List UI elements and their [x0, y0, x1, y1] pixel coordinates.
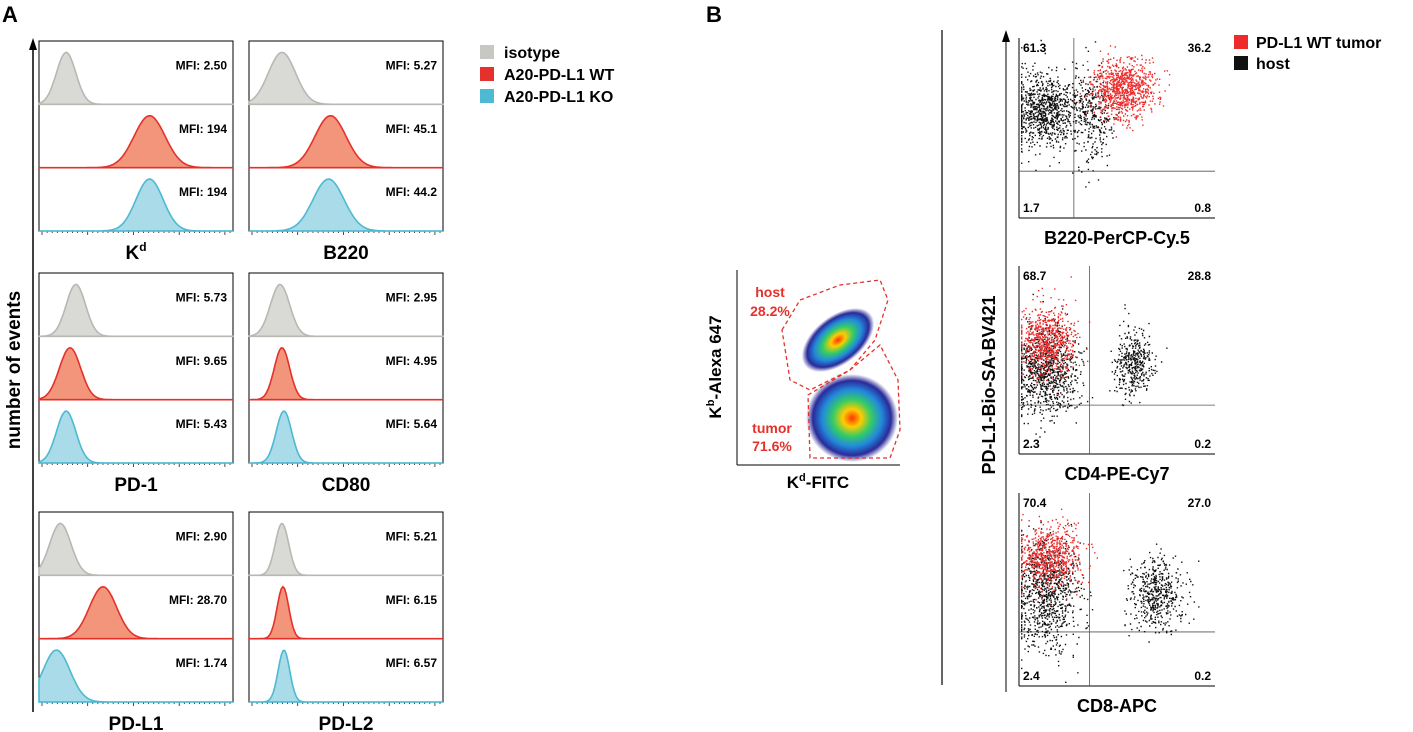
- tumor-gate-name: tumor: [752, 420, 792, 436]
- legend-label-wt: A20-PD-L1 WT: [504, 67, 614, 84]
- histogram-x-label: Kd: [125, 240, 146, 264]
- host-event-dots: [1109, 304, 1168, 407]
- quadrant-percent-lower-left: 1.7: [1023, 201, 1040, 215]
- mfi-label: MFI: 5.21: [386, 530, 438, 544]
- tumor-event-dots: [1021, 508, 1098, 607]
- mfi-label: MFI: 2.90: [176, 530, 228, 544]
- mfi-label: MFI: 2.95: [386, 291, 438, 305]
- quadrant-percent-upper-left: 70.4: [1023, 496, 1047, 510]
- quadrant-percent-upper-right: 36.2: [1188, 41, 1212, 55]
- legend-swatch-isotype-icon: [480, 45, 494, 59]
- tumor-event-dots: [1072, 45, 1171, 138]
- mfi-label: MFI: 45.1: [386, 122, 438, 136]
- panel-b-shared-y-label: PD-L1-Bio-SA-BV421: [979, 295, 999, 474]
- quadrant-plots: 61.3 36.2 1.7 0.8 B220-PerCP-Cy.5 68.7 28.8 2.3…: [1018, 38, 1215, 716]
- histogram-panel: MFI: 2.50 MFI: 194 MFI: 194 Kd: [38, 40, 234, 264]
- host-gate-percent: 28.2%: [750, 303, 790, 319]
- mfi-label: MFI: 5.43: [176, 417, 228, 431]
- quadrant-percent-lower-left: 2.4: [1023, 669, 1040, 683]
- panel-a-y-label: number of events: [4, 291, 25, 449]
- mfi-label: MFI: 5.64: [386, 417, 438, 431]
- host-event-dots: [1123, 543, 1200, 643]
- gating-plot: host 28.2% tumor 71.6% Kd-FITC Kb-Alexa …: [705, 270, 901, 492]
- histogram-x-label: PD-1: [114, 475, 158, 496]
- scatter-x-label: CD8-APC: [1077, 696, 1157, 716]
- host-event-dots: [1021, 39, 1115, 171]
- panel-b-label: B: [706, 2, 722, 27]
- legend-swatch-wt-icon: [480, 67, 494, 81]
- panel-b-legend: PD-L1 WT tumor host: [1234, 35, 1381, 73]
- quadrant-percent-lower-right: 0.2: [1194, 669, 1211, 683]
- panel-a-legend: isotype A20-PD-L1 WT A20-PD-L1 KO: [480, 45, 614, 106]
- legend-swatch-ko-icon: [480, 89, 494, 103]
- histogram-x-label: PD-L2: [319, 714, 374, 732]
- quadrant-percent-upper-right: 27.0: [1188, 496, 1212, 510]
- quadrant-scatter-panel: 68.7 28.8 2.3 0.2 CD4-PE-Cy7: [1018, 266, 1215, 484]
- host-gate: [781, 279, 889, 391]
- mfi-label: MFI: 5.73: [176, 291, 228, 305]
- legend-label-ko: A20-PD-L1 KO: [504, 89, 613, 106]
- legend-label-isotype: isotype: [504, 45, 560, 62]
- mfi-label: MFI: 2.50: [176, 59, 228, 73]
- mfi-label: MFI: 5.27: [386, 59, 438, 73]
- gate-plot-y-label: Kb-Alexa 647: [705, 315, 725, 418]
- legend-swatch-tumor-icon: [1234, 35, 1248, 49]
- mfi-label: MFI: 6.57: [386, 656, 438, 670]
- mfi-label: MFI: 9.65: [176, 354, 228, 368]
- host-event-dots: [1021, 293, 1094, 438]
- mfi-label: MFI: 6.15: [386, 593, 438, 607]
- quadrant-percent-upper-left: 61.3: [1023, 41, 1047, 55]
- quadrant-percent-lower-right: 0.8: [1194, 201, 1211, 215]
- mfi-label: MFI: 1.74: [176, 656, 228, 670]
- mfi-label: MFI: 194: [179, 122, 227, 136]
- quadrant-percent-lower-left: 2.3: [1023, 437, 1040, 451]
- histogram-panel: MFI: 2.95 MFI: 4.95 MFI: 5.64 CD80: [248, 272, 444, 496]
- legend-label-host: host: [1256, 56, 1290, 73]
- host-gate-name: host: [755, 284, 785, 300]
- histogram-panel: MFI: 5.21 MFI: 6.15 MFI: 6.57 PD-L2: [248, 511, 444, 732]
- histogram-panel: MFI: 2.90 MFI: 28.70 MFI: 1.74 PD-L1: [38, 511, 234, 732]
- quadrant-percent-upper-left: 68.7: [1023, 269, 1047, 283]
- scatter-x-label: B220-PerCP-Cy.5: [1044, 228, 1190, 248]
- quadrant-percent-lower-right: 0.2: [1194, 437, 1211, 451]
- legend-label-tumor: PD-L1 WT tumor: [1256, 35, 1381, 52]
- tumor-gate: [807, 343, 901, 459]
- tumor-gate-percent: 71.6%: [752, 438, 792, 454]
- quadrant-percent-upper-right: 28.8: [1188, 269, 1212, 283]
- mfi-label: MFI: 194: [179, 185, 227, 199]
- tumor-event-dots: [1021, 276, 1091, 396]
- quadrant-scatter-panel: 61.3 36.2 1.7 0.8 B220-PerCP-Cy.5: [1018, 38, 1215, 248]
- mfi-label: MFI: 28.70: [169, 593, 227, 607]
- y-axis-arrow-icon: [29, 38, 37, 50]
- histogram-panel: MFI: 5.27 MFI: 45.1 MFI: 44.2 B220: [248, 40, 444, 264]
- legend-swatch-host-icon: [1234, 56, 1248, 70]
- quadrant-scatter-panel: 70.4 27.0 2.4 0.2 CD8-APC: [1018, 493, 1215, 716]
- tumor-population-density: [806, 374, 898, 462]
- histogram-x-label: B220: [323, 243, 368, 264]
- mfi-label: MFI: 4.95: [386, 354, 438, 368]
- gate-plot-x-label: Kd-FITC: [787, 472, 849, 492]
- y-axis-arrow-icon: [1002, 30, 1010, 42]
- mfi-label: MFI: 44.2: [386, 185, 438, 199]
- histogram-panel: MFI: 5.73 MFI: 9.65 MFI: 5.43 PD-1: [38, 272, 234, 496]
- histogram-x-label: PD-L1: [109, 714, 164, 732]
- histogram-x-label: CD80: [322, 475, 371, 496]
- scatter-x-label: CD4-PE-Cy7: [1064, 464, 1169, 484]
- panel-a-label: A: [2, 2, 18, 27]
- host-population-density: [801, 307, 875, 373]
